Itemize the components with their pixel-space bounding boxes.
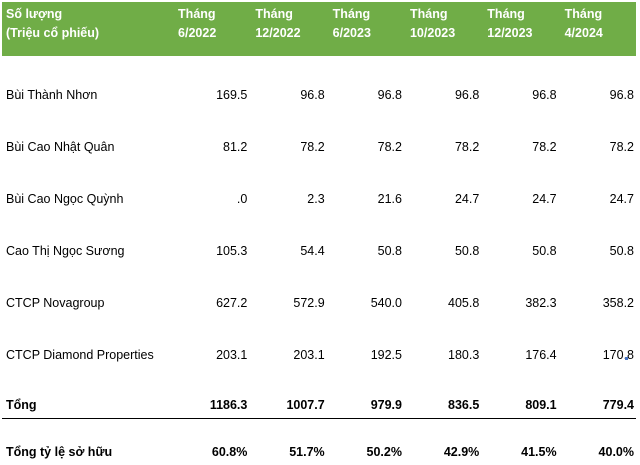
row-label-cell[interactable]: CTCP Novagroup	[2, 264, 172, 316]
value-cell[interactable]: 51.7%	[249, 419, 326, 465]
value-cell[interactable]: 176.4	[481, 316, 558, 368]
value-cell[interactable]: 2.3	[249, 160, 326, 212]
value-cell[interactable]: 779.4	[559, 368, 636, 419]
value-cell[interactable]: 572.9	[249, 264, 326, 316]
value-cell[interactable]: 96.8	[404, 56, 481, 108]
value-cell[interactable]: 78.2	[481, 108, 558, 160]
header-col-4[interactable]: Tháng 10/2023	[404, 2, 481, 56]
value-cell[interactable]: 41.5%	[481, 419, 558, 465]
row-label-cell[interactable]: Bùi Thành Nhơn	[2, 56, 172, 108]
value-cell[interactable]: 96.8	[249, 56, 326, 108]
header-label-line2: (Triệu cổ phiếu)	[6, 24, 168, 43]
row-label-cell[interactable]: Bùi Cao Ngọc Quỳnh	[2, 160, 172, 212]
value-cell[interactable]: 50.8	[481, 212, 558, 264]
value-cell[interactable]: 50.2%	[327, 419, 404, 465]
value-cell[interactable]: 50.8	[404, 212, 481, 264]
header-col-6[interactable]: Tháng 4/2024	[559, 2, 636, 56]
header-label-line1: Số lượng	[6, 5, 168, 24]
header-col-3[interactable]: Tháng 6/2023	[327, 2, 404, 56]
value-cell[interactable]: 979.9	[327, 368, 404, 419]
value-cell[interactable]: 24.7	[404, 160, 481, 212]
value-cell[interactable]: 78.2	[404, 108, 481, 160]
row-label-cell[interactable]: Cao Thị Ngọc Sương	[2, 212, 172, 264]
value-cell[interactable]: 54.4	[249, 212, 326, 264]
value-cell[interactable]: 382.3	[481, 264, 558, 316]
row-label-cell[interactable]: Tổng tỷ lệ sở hữu	[2, 419, 172, 465]
value-cell[interactable]: 42.9%	[404, 419, 481, 465]
value-cell[interactable]: 96.8	[559, 56, 636, 108]
value-cell[interactable]: 809.1	[481, 368, 558, 419]
value-cell[interactable]: .0	[172, 160, 249, 212]
value-cell[interactable]: 180.3	[404, 316, 481, 368]
value-cell[interactable]: 96.8	[481, 56, 558, 108]
value-cell[interactable]: 78.2	[559, 108, 636, 160]
value-cell[interactable]: 169.5	[172, 56, 249, 108]
value-cell[interactable]: 358.2	[559, 264, 636, 316]
value-cell[interactable]: 170.8	[559, 316, 636, 368]
value-cell[interactable]: 1186.3	[172, 368, 249, 419]
spreadsheet: Số lượng (Triệu cổ phiếu) Tháng 6/2022 T…	[0, 2, 640, 402]
value-cell[interactable]: 203.1	[249, 316, 326, 368]
value-cell[interactable]: 405.8	[404, 264, 481, 316]
header-col-5[interactable]: Tháng 12/2023	[481, 2, 558, 56]
value-cell[interactable]: 78.2	[327, 108, 404, 160]
value-cell[interactable]: 836.5	[404, 368, 481, 419]
value-cell[interactable]: 192.5	[327, 316, 404, 368]
value-cell[interactable]: 105.3	[172, 212, 249, 264]
value-cell[interactable]: 50.8	[327, 212, 404, 264]
value-cell[interactable]: 540.0	[327, 264, 404, 316]
value-cell[interactable]: 21.6	[327, 160, 404, 212]
row-label-cell[interactable]: Bùi Cao Nhật Quân	[2, 108, 172, 160]
header-label-cell[interactable]: Số lượng (Triệu cổ phiếu)	[2, 2, 172, 56]
row-label-cell[interactable]: Tổng	[2, 368, 172, 419]
value-cell[interactable]: 1007.7	[249, 368, 326, 419]
selection-handle-icon[interactable]	[625, 357, 628, 360]
value-cell[interactable]: 81.2	[172, 108, 249, 160]
header-row: Số lượng (Triệu cổ phiếu) Tháng 6/2022 T…	[2, 2, 636, 56]
value-cell[interactable]: 203.1	[172, 316, 249, 368]
value-cell[interactable]: 50.8	[559, 212, 636, 264]
header-col-2[interactable]: Tháng 12/2022	[249, 2, 326, 56]
value-cell[interactable]: 24.7	[481, 160, 558, 212]
row-label-cell[interactable]: CTCP Diamond Properties	[2, 316, 172, 368]
value-cell[interactable]: 40.0%	[559, 419, 636, 465]
value-cell[interactable]: 627.2	[172, 264, 249, 316]
header-col-1[interactable]: Tháng 6/2022	[172, 2, 249, 56]
value-cell[interactable]: 78.2	[249, 108, 326, 160]
value-cell[interactable]: 24.7	[559, 160, 636, 212]
value-cell[interactable]: 60.8%	[172, 419, 249, 465]
value-cell[interactable]: 96.8	[327, 56, 404, 108]
